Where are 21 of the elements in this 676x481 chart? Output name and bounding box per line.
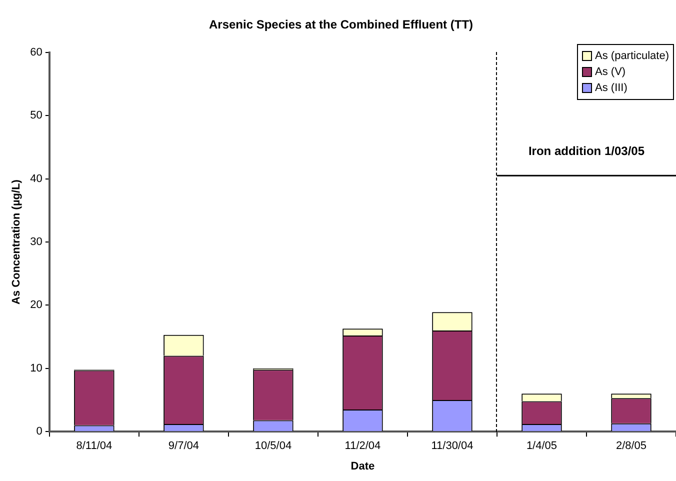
chart-title: Arsenic Species at the Combined Effluent (TT) xyxy=(208,18,474,32)
x-tick-label: 1/4/05 xyxy=(526,440,558,452)
y-tick-label: 0 xyxy=(36,426,42,438)
y-tick-label: 60 xyxy=(30,46,42,58)
x-tick-label: 9/7/04 xyxy=(168,440,199,452)
legend-label: As (V) xyxy=(595,65,626,80)
x-axis-title: Date xyxy=(350,460,375,472)
y-tick-label: 50 xyxy=(30,110,42,122)
x-tick-label: 11/2/04 xyxy=(344,440,381,452)
y-axis-title: As Concentration (µg/L) xyxy=(10,179,23,304)
y-tick-label: 40 xyxy=(30,172,42,185)
x-tick-label: 2/8/05 xyxy=(616,440,647,452)
x-tick-label: 8/11/04 xyxy=(76,440,112,452)
legend-label: As (III) xyxy=(595,81,628,96)
ref-line-label: Iron addition 1/03/05 xyxy=(528,144,645,158)
legend-label: As (particulate) xyxy=(595,49,669,64)
y-tick-label: 10 xyxy=(30,362,42,374)
y-tick-label: 20 xyxy=(30,299,42,312)
y-tick-label: 30 xyxy=(30,236,42,248)
x-tick-label: 11/30/04 xyxy=(431,440,474,452)
x-tick-label: 10/5/04 xyxy=(254,440,292,452)
